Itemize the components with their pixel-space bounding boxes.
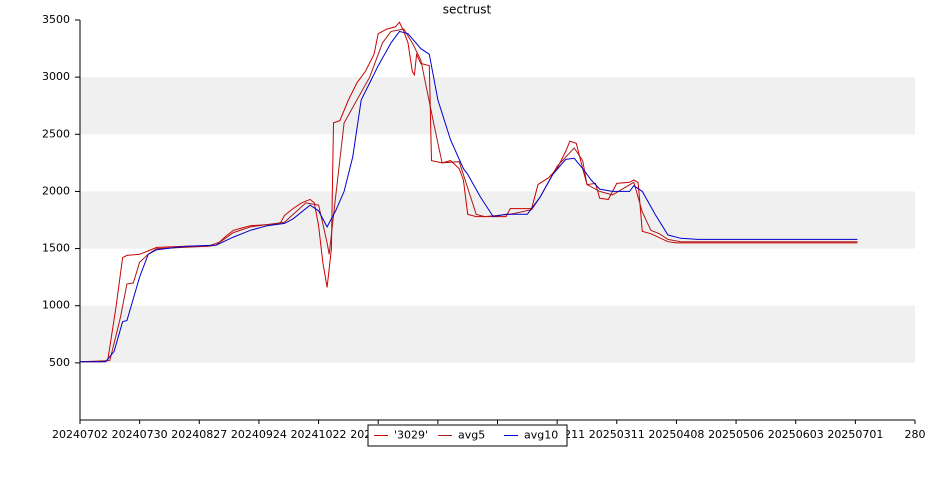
grid-band bbox=[80, 77, 915, 135]
y-tick-label: 2500 bbox=[42, 127, 70, 140]
grid-band bbox=[80, 305, 915, 363]
x-tick-label: 20240702 bbox=[52, 428, 108, 441]
x-tick-label: 20240827 bbox=[171, 428, 227, 441]
chart-title: sectrust bbox=[443, 3, 492, 17]
y-tick-label: 500 bbox=[49, 356, 70, 369]
y-tick-label: 3000 bbox=[42, 70, 70, 83]
x-tick-label: 20250603 bbox=[768, 428, 824, 441]
series-line bbox=[80, 30, 858, 363]
x-tick-label: 280 bbox=[905, 428, 926, 441]
x-tick-label: 20250701 bbox=[827, 428, 883, 441]
legend-label: avg5 bbox=[458, 429, 485, 442]
legend-label: avg10 bbox=[524, 429, 558, 442]
x-tick-label: 20240924 bbox=[231, 428, 287, 441]
y-tick-label: 3500 bbox=[42, 13, 70, 26]
legend-label: '3029' bbox=[394, 429, 428, 442]
x-tick-label: 20240730 bbox=[112, 428, 168, 441]
y-tick-label: 1500 bbox=[42, 242, 70, 255]
x-tick-label: 20250311 bbox=[589, 428, 645, 441]
y-tick-label: 2000 bbox=[42, 184, 70, 197]
legend-box bbox=[367, 424, 568, 447]
x-tick-label: 20250506 bbox=[708, 428, 764, 441]
y-tick-label: 1000 bbox=[42, 299, 70, 312]
x-tick-label: 20241022 bbox=[291, 428, 347, 441]
grid-band bbox=[80, 191, 915, 249]
x-tick-label: 20250408 bbox=[648, 428, 704, 441]
series-line bbox=[79, 28, 858, 363]
